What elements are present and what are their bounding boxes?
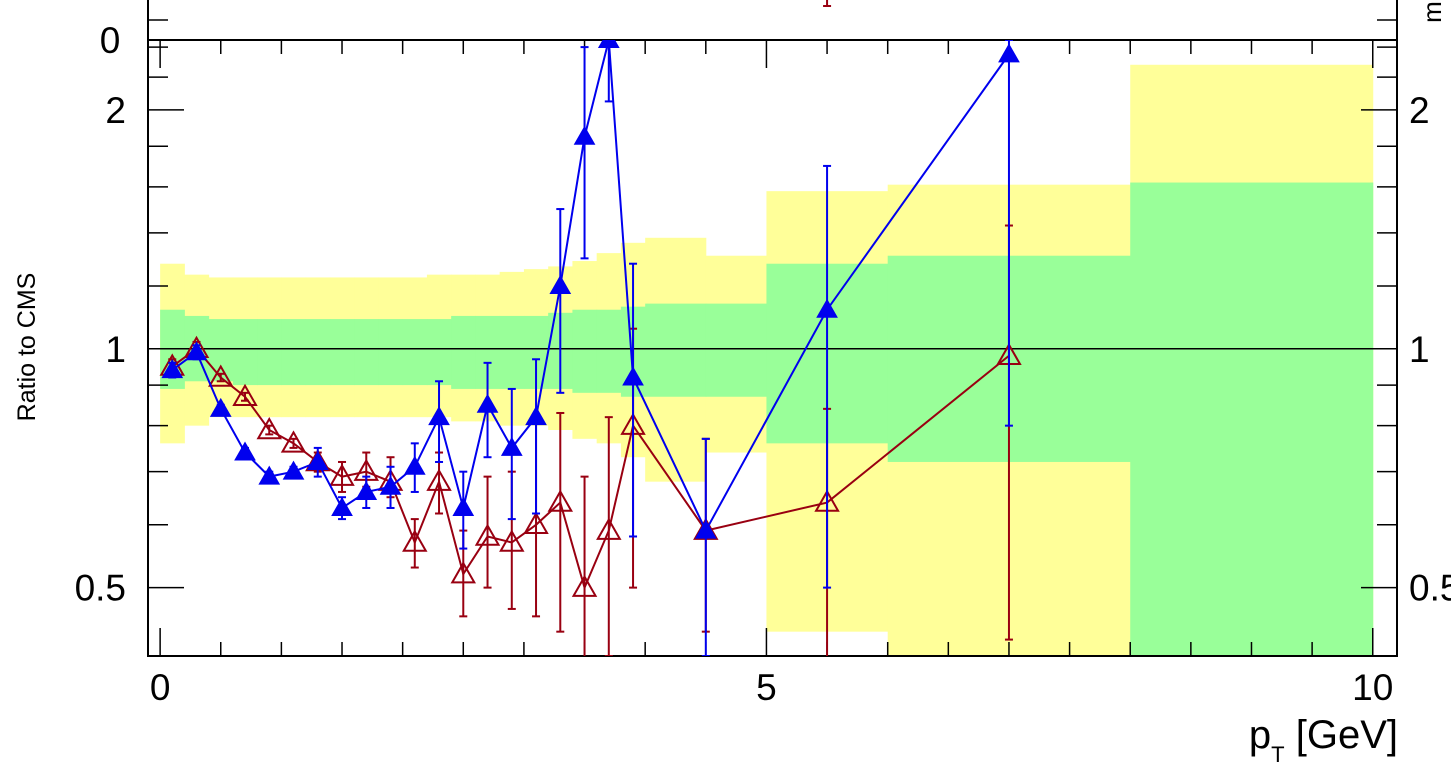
- right-y-tick-label: 2: [1409, 90, 1430, 131]
- data-point: [450, 561, 477, 584]
- data-point: [280, 430, 307, 453]
- data-point: [452, 496, 475, 516]
- data-point: [499, 529, 525, 552]
- x-tick-label: 5: [756, 667, 777, 708]
- inner-band-bin: [426, 319, 452, 386]
- data-point: [525, 406, 547, 426]
- data-point: [331, 496, 353, 516]
- inner-band-bin: [208, 319, 234, 382]
- data-point: [816, 298, 838, 318]
- data-point: [476, 393, 499, 413]
- data-point: [547, 489, 574, 512]
- data-point: [258, 465, 281, 485]
- data-point: [232, 383, 258, 407]
- x-tick-label: 10: [1352, 667, 1393, 708]
- x-axis-label-main: p: [1249, 713, 1271, 757]
- x-tick-label: 0: [150, 667, 171, 708]
- inner-band-bin: [499, 315, 525, 389]
- data-point: [379, 475, 402, 495]
- inner-band-bin: [354, 319, 379, 386]
- data-series: [159, 40, 1022, 656]
- uncertainty-bands: [160, 64, 1374, 656]
- top-clipped-tick-label: 0: [100, 20, 121, 61]
- x-axis-label-sub: T: [1271, 742, 1284, 767]
- inner-band-bin: [645, 303, 707, 397]
- axis-frame: 0 5 10 0.5 0.5 1 1 2 2: [75, 0, 1451, 708]
- y-axis-label: Ratio to CMS: [13, 273, 41, 422]
- y-tick-label: 1: [105, 329, 126, 370]
- data-point: [208, 364, 234, 387]
- data-point: [234, 441, 256, 461]
- data-point: [402, 529, 428, 552]
- data-point: [282, 460, 305, 480]
- inner-band-bin: [451, 315, 476, 389]
- data-point: [185, 341, 208, 361]
- data-point: [694, 519, 717, 539]
- data-point: [596, 517, 622, 540]
- data-point: [306, 450, 329, 470]
- data-point: [597, 40, 620, 48]
- data-point: [209, 397, 232, 417]
- inner-band-bin: [705, 303, 767, 397]
- right-y-tick-label: 1: [1409, 329, 1430, 370]
- top-right-edge-label: m: [1417, 1, 1447, 23]
- inner-band-bin: [402, 319, 428, 386]
- data-point: [573, 125, 596, 145]
- inner-band-bin: [232, 319, 258, 386]
- inner-band-bin: [281, 319, 307, 386]
- axis-labels: Ratio to CMS pT [GeV] 0 m: [13, 1, 1447, 767]
- inner-band-bin: [596, 309, 622, 393]
- x-axis-label: pT [GeV]: [1249, 713, 1398, 767]
- inner-band-bin: [329, 319, 355, 386]
- right-y-tick-label: 0.5: [1409, 568, 1451, 609]
- data-point: [571, 574, 598, 597]
- y-tick-label: 0.5: [75, 568, 126, 609]
- data-point: [403, 455, 426, 475]
- inner-band-bin: [378, 319, 404, 386]
- data-point: [622, 366, 644, 386]
- x-axis-label-unit: [GeV]: [1285, 713, 1398, 757]
- data-point: [428, 406, 450, 426]
- data-point: [329, 463, 355, 486]
- inner-band-bin: [1130, 182, 1374, 656]
- series-filled-triangles: [161, 40, 1020, 656]
- data-point: [426, 468, 452, 491]
- data-point: [500, 436, 523, 456]
- inner-band-bin: [257, 319, 282, 386]
- data-point: [161, 359, 184, 379]
- data-point: [549, 274, 572, 294]
- y-tick-label: 2: [105, 90, 126, 131]
- data-point: [523, 511, 549, 535]
- plot-frame: [147, 39, 1398, 657]
- data-point: [998, 43, 1020, 63]
- inner-band-bin: [305, 319, 331, 386]
- data-point: [355, 480, 378, 500]
- data-point: [474, 523, 501, 546]
- data-point: [256, 416, 282, 440]
- inner-band-bin: [572, 309, 598, 393]
